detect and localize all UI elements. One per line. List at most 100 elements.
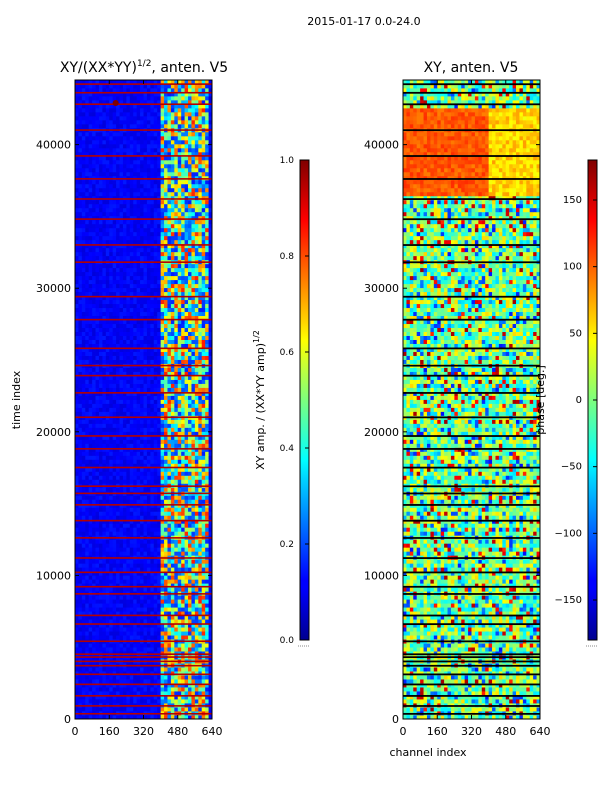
amplitude-heatmap-cell: [191, 335, 196, 340]
amplitude-heatmap-cell: [92, 319, 96, 325]
amplitude-heatmap-cell: [81, 487, 86, 492]
amplitude-heatmap-cell: [105, 291, 110, 297]
amplitude-heatmap-cell: [184, 331, 189, 336]
amplitude-heatmap-cell: [174, 679, 179, 684]
amplitude-heatmap-cell: [177, 315, 182, 321]
amplitude-heatmap-cell: [153, 359, 158, 364]
amplitude-heatmap-cell: [116, 315, 120, 321]
amplitude-heatmap-cell: [170, 495, 175, 500]
amplitude-heatmap-cell: [167, 343, 172, 348]
amplitude-heatmap-cell: [112, 391, 117, 396]
amplitude-heatmap-cell: [146, 391, 151, 396]
amplitude-heatmap-cell: [170, 439, 175, 444]
amplitude-heatmap: [75, 80, 213, 720]
amplitude-heatmap-cell: [177, 687, 182, 692]
amplitude-heatmap-cell: [177, 407, 182, 412]
amplitude-heatmap-cell: [85, 467, 90, 472]
amplitude-heatmap-cell: [188, 335, 192, 340]
amplitude-heatmap-cell: [140, 399, 144, 404]
amplitude-heatmap-cell: [126, 623, 131, 628]
amplitude-heatmap-cell: [146, 507, 151, 512]
amplitude-heatmap-cell: [102, 587, 107, 592]
amplitude-heatmap-cell: [205, 311, 209, 317]
amplitude-heatmap-cell: [146, 339, 151, 344]
amplitude-heatmap-cell: [191, 683, 196, 688]
amplitude-heatmap-cell: [88, 347, 93, 352]
amplitude-heatmap-cell: [81, 511, 86, 516]
amplitude-heatmap-cell: [119, 431, 124, 436]
amplitude-heatmap-cell: [160, 563, 165, 568]
amplitude-heatmap-cell: [177, 463, 182, 468]
amplitude-heatmap-cell: [129, 615, 134, 620]
amplitude-heatmap-cell: [167, 235, 172, 241]
amplitude-heatmap-cell: [164, 631, 168, 636]
amplitude-heatmap-cell: [198, 231, 203, 237]
amplitude-heatmap-cell: [198, 419, 203, 424]
amplitude-heatmap-cell: [98, 391, 103, 396]
amplitude-heatmap-cell: [174, 511, 179, 516]
amplitude-heatmap-cell: [122, 335, 127, 340]
amplitude-heatmap-cell: [201, 531, 206, 536]
amplitude-heatmap-cell: [133, 611, 138, 616]
amplitude-heatmap-cell: [126, 347, 131, 352]
amplitude-heatmap-cell: [167, 403, 172, 408]
amplitude-heatmap-cell: [119, 699, 124, 704]
amplitude-heatmap-cell: [184, 231, 189, 237]
amplitude-heatmap-cell: [205, 683, 209, 688]
amplitude-heatmap-cell: [75, 431, 79, 436]
amplitude-heatmap-cell: [150, 411, 155, 416]
amplitude-heatmap-cell: [170, 311, 175, 317]
amplitude-heatmap-cell: [150, 243, 155, 249]
amplitude-heatmap-cell: [98, 543, 103, 548]
amplitude-heatmap-cell: [194, 571, 199, 576]
amplitude-heatmap-cell: [157, 399, 162, 404]
amplitude-heatmap-cell: [133, 467, 138, 472]
amplitude-heatmap-cell: [85, 335, 90, 340]
amplitude-heatmap-cell: [95, 307, 100, 313]
amplitude-heatmap-cell: [116, 587, 120, 592]
amplitude-heatmap-cell: [150, 459, 155, 464]
amplitude-heatmap-cell: [150, 315, 155, 321]
amplitude-heatmap-cell: [167, 255, 172, 261]
amplitude-heatmap-cell: [75, 675, 79, 680]
amplitude-heatmap-cell: [153, 247, 158, 253]
amplitude-heatmap-cell: [153, 715, 158, 720]
amplitude-heatmap-cell: [198, 695, 203, 700]
amplitude-heatmap-cell: [112, 619, 117, 624]
amplitude-heatmap-cell: [129, 651, 134, 656]
amplitude-heatmap-cell: [143, 283, 148, 289]
amplitude-heatmap-cell: [191, 299, 196, 305]
amplitude-heatmap-cell: [75, 671, 79, 676]
amplitude-heatmap-cell: [164, 511, 168, 516]
amplitude-heatmap-cell: [81, 251, 86, 257]
amplitude-heatmap-cell: [75, 407, 79, 412]
amplitude-heatmap-cell: [188, 343, 192, 348]
amplitude-heatmap-cell: [92, 643, 96, 648]
amplitude-heatmap-cell: [157, 219, 162, 225]
amplitude-heatmap-cell: [85, 475, 90, 480]
amplitude-heatmap-cell: [191, 275, 196, 281]
amplitude-heatmap-cell: [129, 471, 134, 476]
amplitude-heatmap-cell: [102, 379, 107, 384]
amplitude-heatmap-cell: [88, 667, 93, 672]
amplitude-heatmap-cell: [98, 403, 103, 408]
amplitude-heatmap-cell: [205, 443, 209, 448]
amplitude-heatmap-cell: [174, 319, 179, 325]
amplitude-heatmap-cell: [194, 355, 199, 360]
amplitude-heatmap-cell: [167, 459, 172, 464]
amplitude-heatmap-cell: [146, 539, 151, 544]
amplitude-heatmap-cell: [198, 235, 203, 241]
amplitude-heatmap-cell: [177, 699, 182, 704]
amplitude-heatmap-cell: [146, 331, 151, 336]
amplitude-heatmap-cell: [194, 675, 199, 680]
amplitude-heatmap-cell: [201, 291, 206, 297]
amplitude-heatmap-cell: [170, 383, 175, 388]
amplitude-heatmap-cell: [146, 691, 151, 696]
amplitude-heatmap-cell: [194, 435, 199, 440]
amplitude-heatmap-cell: [150, 475, 155, 480]
amplitude-heatmap-cell: [105, 487, 110, 492]
amplitude-heatmap-cell: [160, 371, 165, 376]
amplitude-heatmap-cell: [116, 323, 120, 329]
amplitude-heatmap-cell: [122, 587, 127, 592]
amplitude-heatmap-cell: [167, 239, 172, 245]
